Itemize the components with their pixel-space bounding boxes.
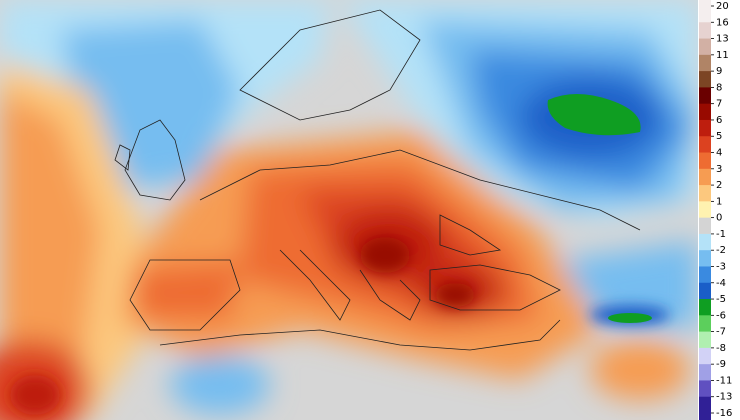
colorbar-label: 6 bbox=[716, 115, 722, 126]
coastlines bbox=[114, 9, 641, 351]
colorbar-segment bbox=[699, 380, 711, 398]
colorbar-label: -8 bbox=[716, 343, 726, 354]
colorbar-segment bbox=[699, 168, 711, 186]
colorbar-label: 2 bbox=[716, 180, 722, 191]
colorbar-segment bbox=[699, 217, 711, 235]
colorbar-segment bbox=[699, 396, 711, 414]
colorbar-label: 11 bbox=[716, 50, 729, 61]
colorbar-segment bbox=[699, 71, 711, 88]
colorbar-label: -2 bbox=[716, 245, 726, 256]
colorbar-segment bbox=[699, 22, 711, 40]
colorbar-end bbox=[699, 413, 711, 420]
colorbar-segment bbox=[699, 54, 711, 72]
colorbar-segment bbox=[699, 152, 711, 170]
colorbar-label: 8 bbox=[716, 82, 722, 93]
colorbar-label: -6 bbox=[716, 310, 726, 321]
colorbar-label: 7 bbox=[716, 99, 722, 110]
colorbar-segment bbox=[699, 250, 711, 267]
colorbar-label: 1 bbox=[716, 196, 722, 207]
colorbar-segment bbox=[699, 299, 711, 316]
colorbar-label: 16 bbox=[716, 17, 729, 28]
colorbar-label: -9 bbox=[716, 359, 726, 370]
colorbar-label: 9 bbox=[716, 66, 722, 77]
colorbar-segment bbox=[699, 38, 711, 56]
colorbar-label: -3 bbox=[716, 261, 726, 272]
colorbar-segment bbox=[699, 201, 711, 219]
colorbar-label: -11 bbox=[716, 375, 732, 386]
colorbar-segment bbox=[699, 364, 711, 381]
colorbar-label: -16 bbox=[716, 408, 732, 419]
colorbar-segment bbox=[699, 331, 711, 349]
colorbar-segment bbox=[699, 87, 711, 105]
colorbar-segment bbox=[699, 119, 711, 137]
anomaly-field bbox=[0, 0, 698, 420]
colorbar-label: -1 bbox=[716, 229, 726, 240]
colorbar-segment bbox=[699, 315, 711, 333]
colorbar-label: -5 bbox=[716, 294, 726, 305]
colorbar-end bbox=[699, 0, 711, 6]
colorbar-segment bbox=[699, 136, 711, 154]
colorbar-segment bbox=[699, 185, 711, 202]
colorbar-label: -13 bbox=[716, 392, 732, 403]
colorbar-label: -4 bbox=[716, 278, 726, 289]
colorbar-segment bbox=[699, 266, 711, 284]
colorbar-segment bbox=[699, 347, 711, 365]
colorbar-label: -7 bbox=[716, 327, 726, 338]
colorbar-label: 5 bbox=[716, 131, 722, 142]
colorbar-label: 20 bbox=[716, 1, 729, 12]
colorbar-segment bbox=[699, 6, 711, 23]
colorbar-label: 3 bbox=[716, 164, 722, 175]
colorbar-label: 13 bbox=[716, 34, 729, 45]
colorbar-segment bbox=[699, 233, 711, 251]
colorbar-label: 0 bbox=[716, 213, 722, 224]
colorbar-segment bbox=[699, 282, 711, 300]
colorbar-segment bbox=[699, 103, 711, 121]
colorbar-label: 4 bbox=[716, 148, 722, 159]
